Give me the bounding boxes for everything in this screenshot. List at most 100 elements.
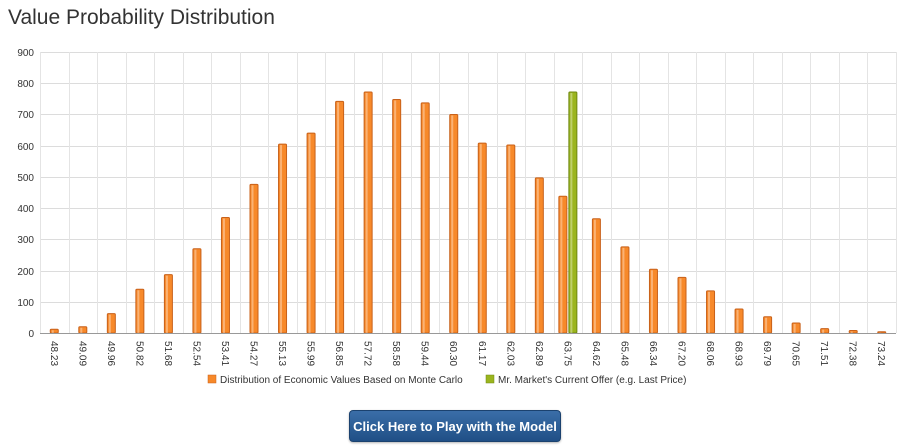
x-tick-label: 69.79 bbox=[761, 341, 772, 366]
distribution-bar bbox=[848, 330, 858, 334]
bar-highlight bbox=[850, 331, 853, 333]
bar-highlight bbox=[622, 247, 625, 333]
x-tick-label: 55.99 bbox=[305, 341, 316, 366]
legend-layer: Distribution of Economic Values Based on… bbox=[207, 374, 686, 386]
legend-label: Mr. Market's Current Offer (e.g. Last Pr… bbox=[498, 375, 686, 386]
bar-highlight bbox=[793, 324, 796, 333]
distribution-bar bbox=[220, 216, 230, 334]
distribution-bar bbox=[558, 195, 568, 334]
market-offer-bar bbox=[568, 91, 578, 334]
x-tick-label: 59.44 bbox=[419, 341, 430, 366]
distribution-bar bbox=[820, 328, 830, 334]
distribution-bar bbox=[335, 100, 345, 334]
bar-highlight bbox=[679, 278, 682, 333]
distribution-bar bbox=[49, 328, 59, 334]
bar-highlight bbox=[222, 218, 225, 333]
distribution-bar bbox=[392, 98, 402, 334]
bar-highlight bbox=[765, 317, 768, 333]
distribution-bar bbox=[734, 308, 744, 334]
bar-highlight bbox=[194, 249, 197, 333]
x-tick-label: 63.75 bbox=[561, 341, 572, 366]
bar-highlight bbox=[422, 103, 425, 334]
bar-highlight bbox=[451, 115, 454, 333]
x-tick-label: 73.24 bbox=[875, 341, 886, 366]
x-tick-label: 62.89 bbox=[533, 341, 544, 366]
y-tick-label: 800 bbox=[17, 79, 34, 90]
bar-highlight bbox=[280, 145, 283, 333]
distribution-bar bbox=[306, 132, 316, 334]
x-tick-label: 53.41 bbox=[219, 341, 230, 366]
distribution-bar bbox=[534, 177, 544, 334]
distribution-bar bbox=[192, 248, 202, 334]
distribution-bar bbox=[763, 316, 773, 334]
x-tick-label: 52.54 bbox=[190, 341, 201, 366]
distribution-bar bbox=[78, 326, 88, 334]
y-tick-label: 0 bbox=[28, 329, 34, 340]
bar-highlight bbox=[650, 270, 653, 333]
x-tick-label: 68.06 bbox=[704, 341, 715, 366]
play-with-model-button[interactable]: Click Here to Play with the Model bbox=[349, 410, 561, 442]
x-tick-label: 64.62 bbox=[590, 341, 601, 366]
distribution-bar bbox=[135, 288, 145, 334]
bar-highlight bbox=[736, 309, 739, 333]
bar-highlight bbox=[308, 134, 311, 333]
axis-layer: 0 100 200 300 400 500 600 700 800 900 48.23 49.09 49… bbox=[17, 48, 896, 366]
bar-highlight bbox=[394, 100, 397, 333]
bar-highlight bbox=[822, 329, 825, 333]
bar-highlight bbox=[508, 146, 511, 333]
distribution-bar bbox=[278, 143, 288, 334]
distribution-bar bbox=[106, 313, 116, 334]
x-tick-label: 54.27 bbox=[248, 341, 259, 366]
bar-highlight bbox=[570, 92, 573, 333]
bar-highlight bbox=[251, 185, 254, 333]
distribution-bar bbox=[449, 113, 459, 334]
bar-highlight bbox=[51, 330, 54, 333]
y-tick-label: 600 bbox=[17, 142, 34, 153]
page-title: Value Probability Distribution bbox=[8, 6, 275, 29]
x-tick-label: 68.93 bbox=[733, 341, 744, 366]
distribution-bar bbox=[877, 331, 887, 334]
distribution-bar bbox=[620, 246, 630, 334]
bar-highlight bbox=[108, 314, 111, 333]
distribution-bar bbox=[591, 218, 601, 334]
x-tick-label: 71.51 bbox=[818, 341, 829, 366]
bar-highlight bbox=[165, 275, 168, 333]
x-tick-label: 57.72 bbox=[362, 341, 373, 366]
distribution-bar bbox=[477, 142, 487, 334]
distribution-bar bbox=[648, 268, 658, 334]
legend-swatch bbox=[485, 374, 495, 384]
x-tick-label: 51.68 bbox=[162, 341, 173, 366]
x-tick-label: 58.58 bbox=[390, 341, 401, 366]
x-tick-label: 67.20 bbox=[676, 341, 687, 366]
distribution-bar bbox=[677, 276, 687, 334]
x-tick-label: 49.09 bbox=[76, 341, 87, 366]
bar-highlight bbox=[137, 290, 140, 333]
x-tick-label: 62.03 bbox=[504, 341, 515, 366]
legend-label: Distribution of Economic Values Based on… bbox=[220, 375, 463, 386]
legend-swatch bbox=[207, 374, 217, 384]
x-tick-label: 48.23 bbox=[48, 341, 59, 366]
distribution-bar bbox=[420, 102, 430, 334]
y-tick-label: 300 bbox=[17, 235, 34, 246]
x-tick-label: 49.96 bbox=[105, 341, 116, 366]
x-tick-label: 66.34 bbox=[647, 341, 658, 366]
bar-highlight bbox=[365, 92, 368, 333]
y-tick-label: 500 bbox=[17, 173, 34, 184]
grid-layer bbox=[40, 52, 897, 334]
x-tick-label: 60.30 bbox=[447, 341, 458, 366]
bar-highlight bbox=[80, 327, 83, 333]
y-tick-label: 900 bbox=[17, 48, 34, 59]
y-tick-label: 200 bbox=[17, 267, 34, 278]
x-tick-label: 56.85 bbox=[333, 341, 344, 366]
distribution-bar bbox=[791, 322, 801, 334]
x-tick-label: 70.65 bbox=[790, 341, 801, 366]
bar-highlight bbox=[337, 102, 340, 333]
bar-highlight bbox=[593, 219, 596, 333]
bar-layer bbox=[49, 91, 887, 334]
x-tick-label: 50.82 bbox=[133, 341, 144, 366]
distribution-bar bbox=[706, 290, 716, 334]
x-tick-label: 55.13 bbox=[276, 341, 287, 366]
distribution-bar bbox=[506, 144, 516, 334]
value-distribution-chart: 0 100 200 300 400 500 600 700 800 900 48.23 49.09 49… bbox=[17, 48, 897, 386]
x-tick-label: 72.38 bbox=[847, 341, 858, 366]
